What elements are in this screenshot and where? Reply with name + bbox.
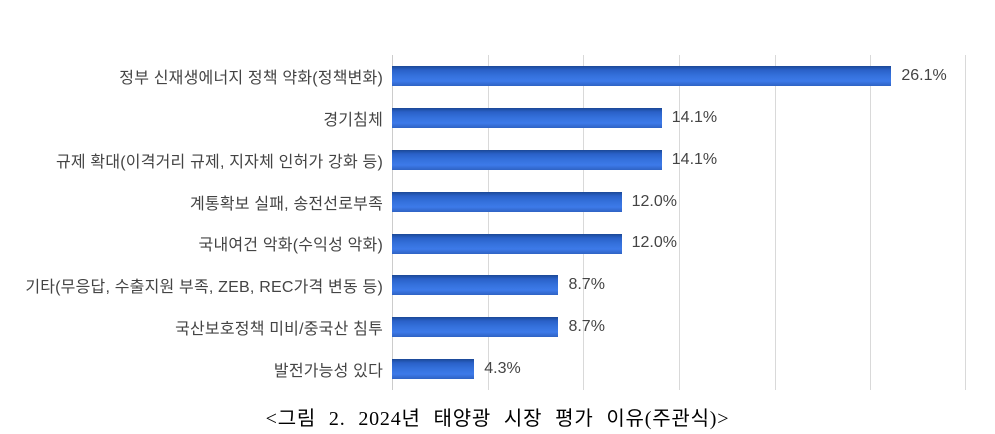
category-label: 발전가능성 있다 [273, 363, 383, 381]
figure-caption: <그림 2. 2024년 태양광 시장 평가 이유(주관식)> [265, 408, 730, 430]
value-label: 14.1% [671, 108, 718, 126]
bar-row: 계통확보 실패, 송전선로부족 12.0% [190, 181, 966, 223]
value-label: 12.0% [631, 234, 677, 252]
category-label: 규제 확대(이격거리 규제, 지자체 인허가 강화 등) [55, 153, 383, 171]
category-label: 계통확보 실패, 송전선로부족 [190, 195, 383, 213]
bar [392, 233, 622, 254]
bar-row: 정부 신재생에너지 정책 약화(정책변화) 26.1% [119, 55, 966, 97]
bar [392, 107, 662, 128]
plot-area: 정부 신재생에너지 정책 약화(정책변화) 26.1% 경기침체 14.1% 규제 확대… [25, 55, 966, 390]
category-label: 국산보호정책 미비/중국산 침투 [175, 321, 383, 339]
gridline [583, 55, 585, 390]
chart-gridlines [392, 55, 966, 390]
bar [392, 317, 559, 338]
bar-row: 규제 확대(이격거리 규제, 지자체 인허가 강화 등) 14.1% [56, 139, 966, 181]
bar [392, 66, 892, 86]
bar-row: 국산보호정책 미비/중국산 침투 8.7% [175, 306, 966, 348]
gridline [870, 55, 872, 390]
category-label: 국내여건 악화(수익성 악화) [198, 237, 383, 255]
value-label: 8.7% [568, 318, 605, 336]
bar [392, 191, 622, 212]
category-label: 정부 신재생에너지 정책 약화(정책변화) [119, 69, 383, 87]
chart-rows: 정부 신재생에너지 정책 약화(정책변화) 26.1% 경기침체 14.1% 규제 확대… [25, 55, 966, 390]
category-label: 기타(무응답, 수출지원 부족, ZEB, REC가격 변동 등) [25, 279, 383, 297]
bar [392, 149, 662, 170]
value-label: 12.0% [631, 192, 677, 210]
gridline [774, 55, 776, 390]
gridline [965, 55, 966, 390]
value-label: 8.7% [568, 276, 605, 294]
gridline [487, 55, 489, 390]
value-label: 4.3% [484, 360, 521, 378]
bar [392, 359, 475, 380]
axis-line [392, 55, 393, 390]
bar-row: 기타(무응답, 수출지원 부족, ZEB, REC가격 변동 등) 8.7% [25, 264, 966, 306]
gridline [679, 55, 680, 390]
bar [392, 275, 559, 296]
bar-row: 발전가능성 있다 4.3% [274, 348, 966, 390]
value-label: 26.1% [901, 66, 947, 84]
value-label: 14.1% [671, 150, 718, 168]
bar-row: 국내여건 악화(수익성 악화) 12.0% [199, 223, 966, 265]
category-label: 경기침체 [323, 111, 383, 129]
bar-row: 경기침체 14.1% [323, 97, 966, 139]
